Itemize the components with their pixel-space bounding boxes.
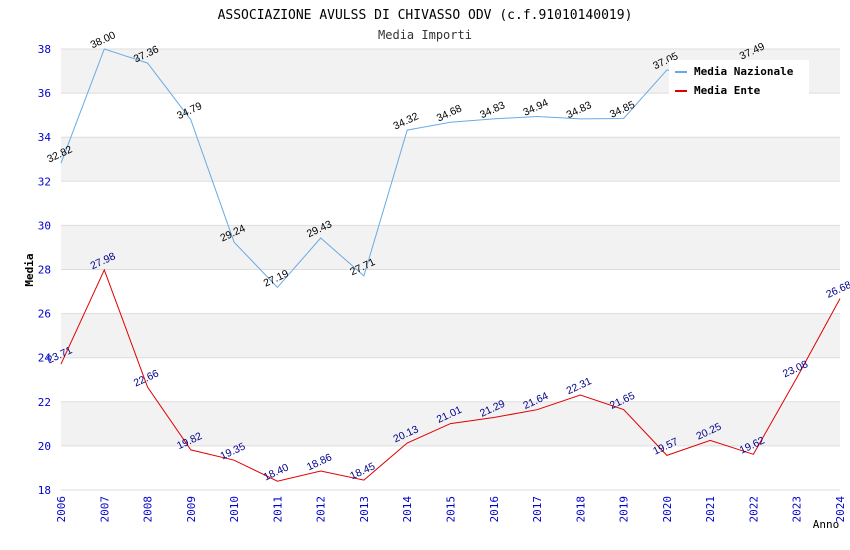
x-tick-label: 2007: [98, 496, 111, 523]
x-axis-ticks: 2006 2007 2008 2009 2010 2011 2012 2013 2014 2015…: [55, 496, 847, 523]
x-tick-label: 2012: [315, 496, 328, 523]
x-tick-label: 2022: [747, 496, 760, 523]
y-tick-label: 18: [38, 484, 51, 497]
data-label: 34.94: [521, 97, 550, 119]
data-label: 22.66: [132, 367, 161, 389]
x-tick-label: 2015: [445, 496, 458, 523]
y-tick-label: 28: [38, 264, 51, 277]
x-tick-label: 2019: [618, 496, 631, 523]
series-lines: [60, 48, 841, 482]
y-tick-label: 20: [38, 440, 51, 453]
legend-box: [669, 60, 809, 96]
y-tick-label: 26: [38, 308, 51, 321]
data-label: 18.86: [305, 451, 334, 473]
x-tick-label: 2017: [531, 496, 544, 523]
y-axis-label: Media: [23, 253, 36, 286]
x-tick-label: 2016: [488, 496, 501, 523]
chart-subtitle: Media Importi: [378, 28, 472, 42]
x-tick-label: 2021: [704, 496, 717, 523]
y-tick-label: 24: [38, 352, 52, 365]
x-axis-label: Anno: [813, 518, 840, 531]
data-label: 34.32: [392, 110, 421, 132]
x-tick-label: 2018: [574, 496, 587, 523]
y-tick-label: 36: [38, 87, 51, 100]
data-label: 18.45: [348, 460, 377, 482]
data-label: 23.08: [781, 358, 810, 380]
y-tick-label: 22: [38, 396, 51, 409]
x-tick-label: 2006: [55, 496, 68, 523]
data-label: 23.71: [45, 344, 74, 366]
x-tick-label: 2020: [661, 496, 674, 523]
data-label: 34.83: [565, 99, 594, 121]
x-tick-label: 2011: [271, 496, 284, 523]
chart-title: ASSOCIAZIONE AVULSS DI CHIVASSO ODV (c.f…: [218, 8, 633, 23]
x-tick-label: 2023: [791, 496, 804, 523]
data-label: 38.00: [89, 29, 118, 51]
y-tick-label: 38: [38, 43, 51, 56]
series-line-media-nazionale: [60, 48, 754, 289]
x-tick-label: 2008: [142, 496, 155, 523]
legend-entry: Media Nazionale: [694, 65, 794, 78]
x-tick-label: 2013: [358, 496, 371, 523]
x-tick-label: 2014: [401, 496, 414, 523]
data-label: 26.68: [824, 279, 850, 301]
data-label: 22.31: [565, 375, 594, 397]
y-tick-label: 32: [38, 175, 51, 188]
data-label: 34.83: [478, 99, 507, 121]
plot-background-bands: [61, 49, 840, 446]
grid-band: [61, 225, 840, 270]
legend-entry: Media Ente: [694, 84, 761, 97]
x-tick-label: 2009: [185, 496, 198, 523]
grid-band: [61, 313, 840, 358]
gridlines: [61, 48, 840, 491]
y-axis-ticks: 18 20 22 24 26 28 30 32 34 36 38: [38, 43, 52, 497]
data-label: 34.85: [608, 99, 637, 121]
x-tick-label: 2010: [228, 496, 241, 523]
x-tick-label: 2024: [834, 496, 847, 523]
grid-band: [61, 137, 840, 182]
legend: Media Nazionale Media Ente: [669, 60, 809, 97]
y-tick-label: 30: [38, 219, 51, 232]
series-line-media-ente: [60, 268, 841, 482]
y-tick-label: 34: [38, 131, 52, 144]
